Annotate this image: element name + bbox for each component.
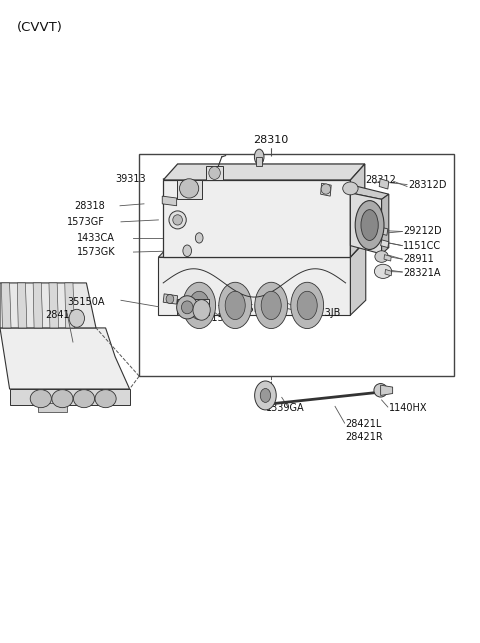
Ellipse shape: [52, 390, 73, 408]
Polygon shape: [49, 283, 59, 328]
Polygon shape: [163, 164, 365, 180]
Text: 28312D: 28312D: [408, 179, 446, 190]
Polygon shape: [382, 194, 389, 254]
Text: (CVVT): (CVVT): [17, 21, 63, 33]
Polygon shape: [0, 328, 130, 389]
Ellipse shape: [219, 282, 252, 329]
Ellipse shape: [321, 184, 331, 194]
Polygon shape: [379, 227, 388, 235]
Ellipse shape: [225, 291, 245, 320]
Polygon shape: [33, 283, 43, 328]
Text: 1573GF: 1573GF: [67, 217, 105, 227]
Text: 28421L: 28421L: [346, 419, 382, 430]
Polygon shape: [177, 299, 209, 315]
Polygon shape: [158, 257, 350, 315]
Text: 33315B: 33315B: [223, 303, 261, 314]
Text: 28312: 28312: [365, 175, 396, 185]
Text: 1151CC: 1151CC: [403, 240, 441, 251]
Ellipse shape: [355, 201, 384, 249]
Ellipse shape: [195, 233, 203, 243]
Ellipse shape: [254, 381, 276, 410]
Text: 1573GK: 1573GK: [77, 247, 115, 257]
Polygon shape: [350, 164, 365, 257]
Polygon shape: [350, 241, 366, 315]
Text: 28310: 28310: [253, 134, 289, 145]
Ellipse shape: [166, 294, 174, 303]
Text: 28411B: 28411B: [46, 310, 83, 320]
Text: 1339GA: 1339GA: [266, 403, 305, 413]
Ellipse shape: [254, 149, 264, 165]
Ellipse shape: [361, 210, 378, 240]
Polygon shape: [350, 193, 382, 254]
Polygon shape: [256, 157, 262, 166]
Polygon shape: [381, 240, 389, 248]
Polygon shape: [0, 283, 96, 328]
Ellipse shape: [183, 282, 216, 329]
Ellipse shape: [193, 300, 210, 320]
Polygon shape: [65, 283, 74, 328]
Ellipse shape: [260, 388, 271, 403]
Text: 39300A: 39300A: [168, 201, 205, 211]
Ellipse shape: [169, 211, 186, 229]
Ellipse shape: [95, 390, 116, 408]
Polygon shape: [350, 186, 389, 199]
Text: 1433CA: 1433CA: [77, 233, 115, 243]
Ellipse shape: [173, 215, 182, 225]
Text: 39313: 39313: [116, 174, 146, 184]
Ellipse shape: [181, 301, 193, 314]
Text: 35150A: 35150A: [67, 297, 105, 307]
Text: 1573JB: 1573JB: [307, 308, 342, 318]
Ellipse shape: [180, 179, 199, 198]
Polygon shape: [163, 294, 178, 304]
Text: 28421R: 28421R: [346, 432, 384, 442]
Polygon shape: [1, 283, 11, 328]
Polygon shape: [381, 385, 393, 395]
Polygon shape: [162, 196, 177, 206]
Text: 39187: 39187: [286, 179, 317, 190]
Ellipse shape: [189, 291, 209, 320]
Ellipse shape: [297, 291, 317, 320]
Ellipse shape: [183, 245, 192, 257]
Polygon shape: [158, 241, 366, 257]
Text: 1140HX: 1140HX: [389, 403, 427, 413]
Ellipse shape: [343, 182, 358, 195]
Ellipse shape: [73, 390, 95, 408]
Ellipse shape: [374, 383, 387, 397]
Ellipse shape: [69, 309, 84, 327]
Ellipse shape: [261, 291, 281, 320]
Polygon shape: [38, 403, 67, 412]
Polygon shape: [379, 179, 389, 189]
Ellipse shape: [255, 282, 288, 329]
Text: 28318: 28318: [74, 201, 105, 211]
Polygon shape: [385, 269, 392, 276]
Ellipse shape: [375, 251, 388, 262]
Text: 28911: 28911: [403, 254, 434, 264]
Ellipse shape: [374, 264, 392, 278]
Ellipse shape: [209, 167, 220, 179]
Ellipse shape: [30, 390, 51, 408]
Text: 28321A: 28321A: [403, 268, 441, 278]
Polygon shape: [321, 183, 331, 196]
Ellipse shape: [177, 296, 198, 319]
Polygon shape: [177, 180, 202, 199]
Ellipse shape: [291, 282, 324, 329]
Text: 35150: 35150: [199, 313, 230, 323]
Polygon shape: [384, 255, 391, 261]
Text: 29212D: 29212D: [403, 226, 442, 237]
Polygon shape: [10, 389, 130, 405]
Polygon shape: [17, 283, 27, 328]
Polygon shape: [206, 166, 223, 180]
Polygon shape: [163, 180, 350, 257]
